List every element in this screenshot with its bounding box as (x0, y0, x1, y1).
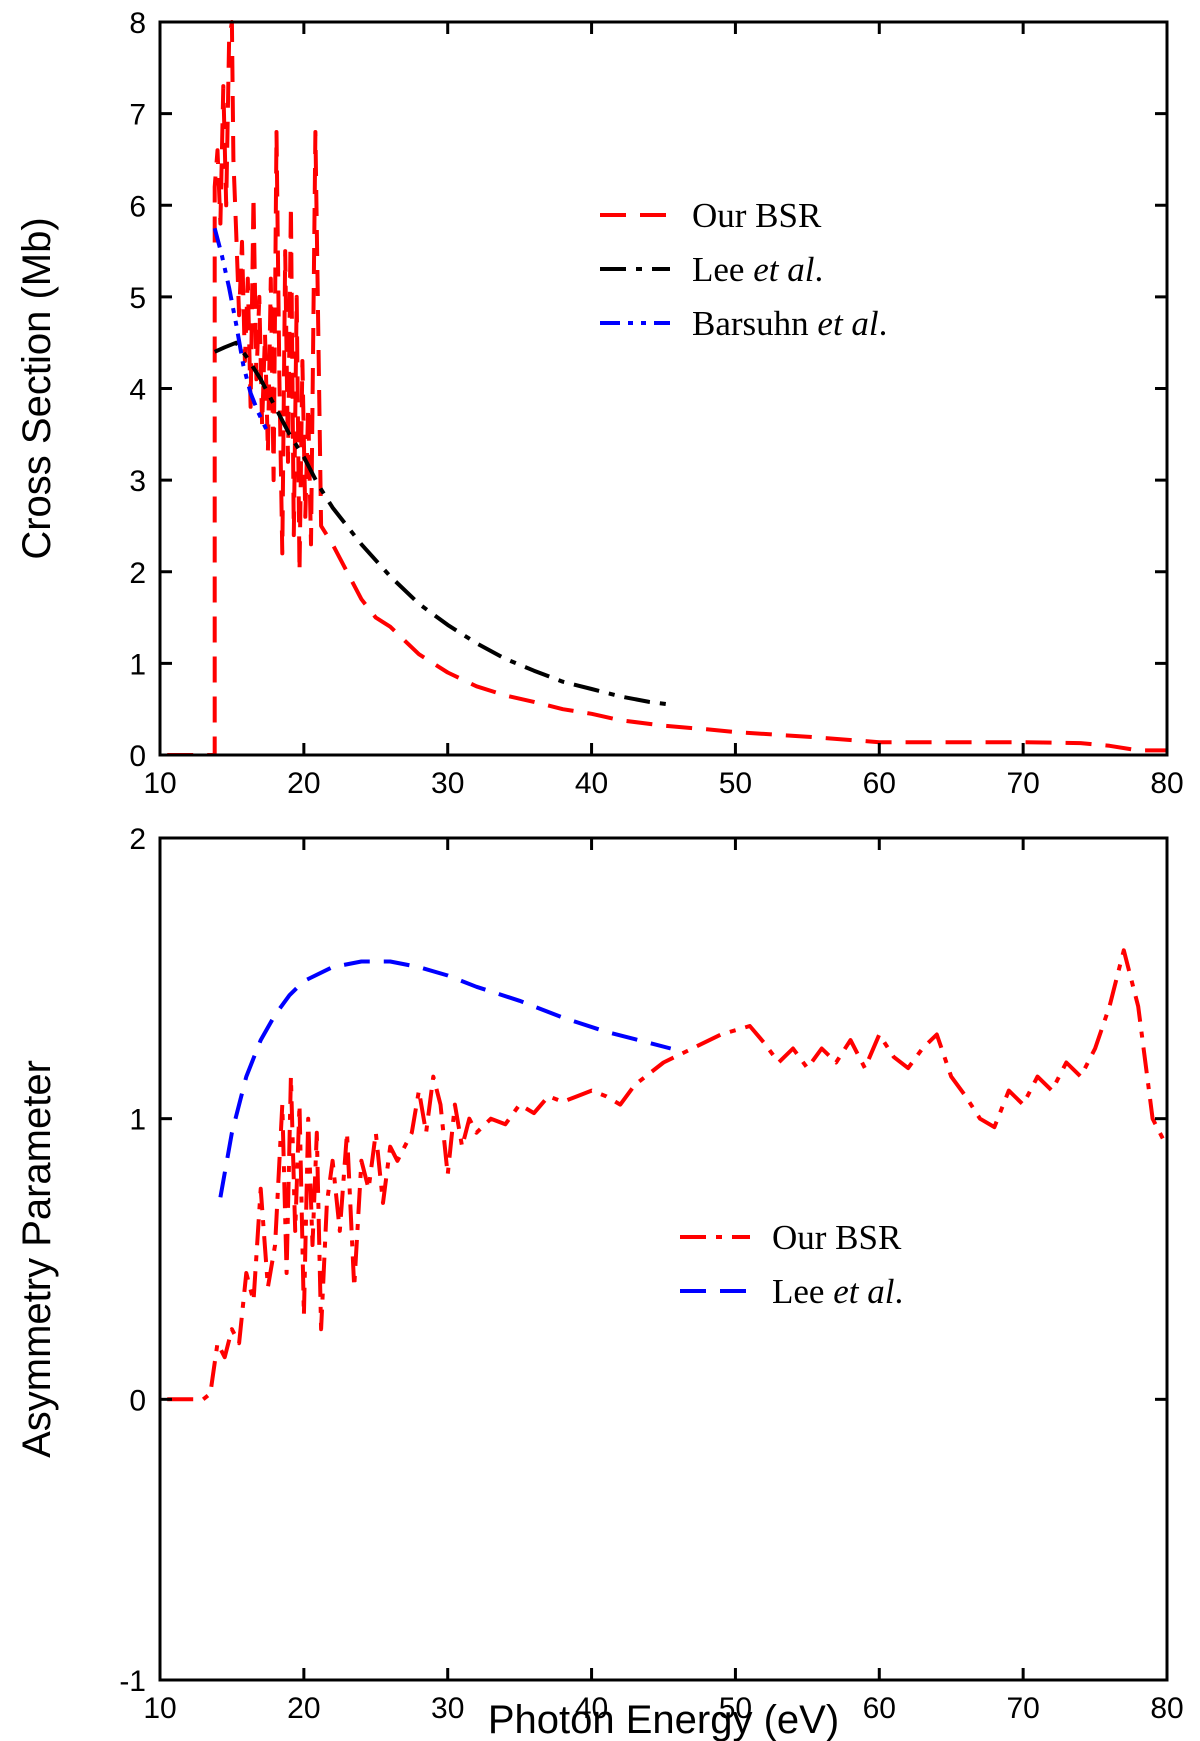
legend-label: Our BSR (692, 196, 822, 235)
y-tick-label: 3 (129, 465, 146, 498)
plot-frame (158, 836, 1169, 1682)
x-tick-label: 70 (1006, 1692, 1039, 1725)
chart-panel-2: 10 20 30 40 50 60 70 80 -1 0 1 2 Asymmetry Parameter… (15, 823, 1184, 1741)
x-tick-label: 20 (287, 1692, 320, 1725)
y-axis-title: Cross Section (Mb) (15, 217, 59, 559)
x-tick-label: 10 (143, 1692, 176, 1725)
y-tick-label: 5 (129, 282, 146, 315)
y-tick-label: 7 (129, 99, 146, 132)
legend-label: Lee et al. (772, 1272, 903, 1311)
x-tick-label: 50 (719, 767, 752, 800)
y-tick-label: 6 (129, 190, 146, 223)
legend: Our BSR Lee et al. (680, 1218, 903, 1311)
legend: Our BSR Lee et al. Barsuhn et al. (600, 196, 887, 343)
y-axis-title: Asymmetry Parameter (15, 1060, 59, 1458)
x-tick-label: 40 (575, 1692, 608, 1725)
series-line-2 (213, 340, 671, 707)
x-tick-label: 30 (431, 1692, 464, 1725)
y-tick-label: 0 (129, 1384, 146, 1417)
x-tick-label: 30 (431, 767, 464, 800)
y-tick-label: -1 (119, 1665, 146, 1698)
y-tick-label: 8 (129, 7, 146, 40)
legend-label: Barsuhn et al. (692, 304, 887, 343)
x-tick-label: 80 (1150, 767, 1183, 800)
x-tick-label: 40 (575, 767, 608, 800)
legend-label: Lee et al. (692, 250, 823, 289)
x-axis-title: Photon Energy (eV) (488, 1698, 839, 1741)
series-line-3 (212, 227, 269, 431)
chart-panel-1: 10 20 30 40 50 60 70 80 0 1 2 3 4 5 6 7 8 Cross Section (… (15, 7, 1184, 800)
series-line-1 (167, 20, 1167, 755)
x-tick-label: 60 (863, 1692, 896, 1725)
x-tick-label: 60 (863, 767, 896, 800)
y-tick-label: 1 (129, 648, 146, 681)
y-tick-label: 2 (129, 557, 146, 590)
legend-label: Our BSR (772, 1218, 902, 1257)
x-tick-label: 10 (143, 767, 176, 800)
x-tick-label: 80 (1150, 1692, 1183, 1725)
y-tick-label: 4 (129, 374, 146, 407)
x-tick-label: 70 (1006, 767, 1039, 800)
y-tick-label: 1 (129, 1104, 146, 1137)
x-tick-label: 20 (287, 767, 320, 800)
y-tick-label: 0 (129, 740, 146, 773)
y-tick-label: 2 (129, 823, 146, 856)
series-line-1 (167, 948, 1167, 1402)
x-tick-label: 50 (719, 1692, 752, 1725)
